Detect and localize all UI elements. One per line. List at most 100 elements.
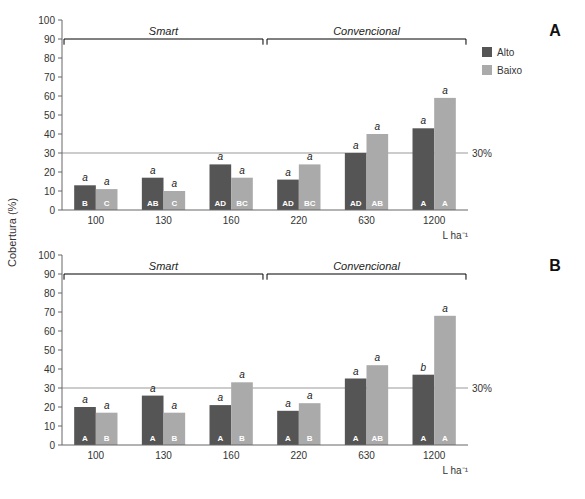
x-axis-label: L ha⁻¹ [443,230,469,241]
bar [164,191,186,210]
upper-label: a [172,178,178,189]
y-tick-label: 20 [44,402,56,413]
y-tick [58,77,62,78]
lower-label: C [104,199,110,208]
lower-label: AD [215,199,227,208]
lower-label: AD [282,199,294,208]
x-tick-label: 630 [358,215,375,226]
reference-label: 30% [472,148,492,159]
y-tick-label: 30 [44,148,56,159]
upper-label: a [375,121,381,132]
y-tick-label: 30 [44,383,56,394]
lower-label: AD [350,199,362,208]
panel-label: A [549,22,561,39]
legend-swatch [482,65,492,75]
y-tick [58,255,62,256]
group-bracket [64,274,263,280]
lower-label: A [442,199,448,208]
x-tick-label: 630 [358,450,375,461]
lower-label: B [171,434,177,443]
bar [142,396,164,445]
plot-area [62,98,468,210]
lower-label: AB [372,199,384,208]
lower-label: C [171,199,177,208]
y-tick-label: 70 [44,72,56,83]
upper-label: a [150,383,156,394]
y-tick [58,96,62,97]
bar [74,407,96,445]
reference-line [62,388,468,389]
bar [142,178,164,210]
lower-label: A [442,434,448,443]
y-tick-label: 80 [44,288,56,299]
y-tick [58,331,62,332]
bar [96,189,118,210]
bar [345,379,367,446]
upper-label: a [353,140,359,151]
y-tick [58,293,62,294]
lower-label: A [420,434,426,443]
x-tick-label: 220 [290,215,307,226]
y-tick-label: 50 [44,345,56,356]
y-tick [58,191,62,192]
bar [231,178,253,210]
panel: 0102030405060708090100aBaABaADaADaADaAaC… [38,15,561,242]
y-tick-label: 80 [44,53,56,64]
upper-label: a [442,303,448,314]
x-axis [62,210,468,211]
bar [210,164,232,210]
upper-label: a [239,165,245,176]
y-tick [58,426,62,427]
chart: 0102030405060708090100aBaABaADaADaADaAaC… [0,0,585,499]
x-tick-label: 160 [223,215,240,226]
lower-label: B [82,199,88,208]
upper-label: a [285,398,291,409]
bar [74,185,96,210]
y-tick-label: 90 [44,34,56,45]
upper-label: a [353,366,359,377]
group-bracket [267,39,466,45]
panel-label: B [549,257,561,274]
lower-label: BC [236,199,248,208]
y-tick-label: 20 [44,167,56,178]
upper-label: a [442,85,448,96]
y-axis [62,20,63,210]
y-tick-label: 40 [44,129,56,140]
lower-label: B [239,434,245,443]
x-tick-label: 1200 [423,215,446,226]
bar [96,413,118,445]
y-tick [58,445,62,446]
y-tick [58,153,62,154]
x-tick-label: 160 [223,450,240,461]
bar [231,382,253,445]
upper-label: a [375,352,381,363]
y-tick [58,58,62,59]
group-label: Convencional [333,260,400,272]
panel: 0102030405060708090100aAaAaAaAaAbAaBaBaB… [38,250,560,477]
upper-label: a [218,392,224,403]
y-tick-label: 10 [44,421,56,432]
x-axis-label: L ha⁻¹ [443,465,469,476]
group-bracket [64,39,263,45]
x-tick-label: 220 [290,450,307,461]
upper-label: b [421,362,427,373]
bar [345,153,367,210]
y-tick [58,20,62,21]
y-tick-label: 0 [49,205,55,216]
plot-area [62,316,468,445]
lower-label: B [307,434,313,443]
y-tick-label: 100 [38,250,55,261]
x-tick-label: 100 [87,215,104,226]
legend-swatch [482,47,492,57]
bar [434,98,456,210]
reference-label: 30% [472,383,492,394]
x-tick-label: 130 [155,215,172,226]
bar [413,375,435,445]
y-tick-label: 0 [49,440,55,451]
y-tick-label: 40 [44,364,56,375]
upper-label: a [218,151,224,162]
y-tick [58,369,62,370]
bar [434,316,456,445]
y-tick [58,388,62,389]
y-tick [58,210,62,211]
